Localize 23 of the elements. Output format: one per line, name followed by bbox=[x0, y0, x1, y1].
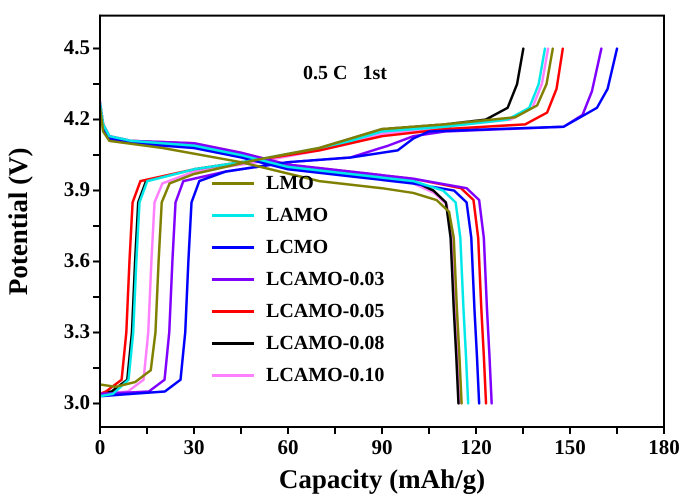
legend-label: LCAMO-0.08 bbox=[266, 332, 384, 354]
x-tick-label: 180 bbox=[648, 435, 680, 460]
x-tick-label: 0 bbox=[94, 435, 106, 460]
legend-label: LAMO bbox=[266, 204, 328, 226]
y-tick-label: 4.2 bbox=[64, 106, 90, 130]
y-tick-label: 3.6 bbox=[64, 248, 90, 272]
y-axis-title: Potential (V) bbox=[3, 147, 34, 296]
annotation: 0.5 C 1st bbox=[303, 62, 388, 84]
legend-label: LCMO bbox=[266, 236, 328, 258]
y-tick-label: 3.9 bbox=[64, 176, 90, 201]
x-tick-label: 60 bbox=[278, 435, 298, 460]
x-tick-label: 30 bbox=[184, 435, 204, 460]
y-tick-label: 3.0 bbox=[64, 390, 90, 414]
legend-label: LMO bbox=[266, 172, 314, 194]
x-axis-title: Capacity (mAh/g) bbox=[278, 464, 486, 494]
legend-label: LCAMO-0.03 bbox=[266, 268, 384, 290]
x-tick-label: 150 bbox=[554, 435, 586, 460]
x-tick-label: 120 bbox=[460, 435, 492, 460]
x-tick-label: 90 bbox=[372, 435, 392, 460]
y-tick-label: 3.3 bbox=[64, 318, 90, 343]
y-tick-label: 4.5 bbox=[64, 35, 90, 60]
legend-label: LCAMO-0.10 bbox=[266, 364, 384, 386]
legend-label: LCAMO-0.05 bbox=[266, 300, 384, 322]
